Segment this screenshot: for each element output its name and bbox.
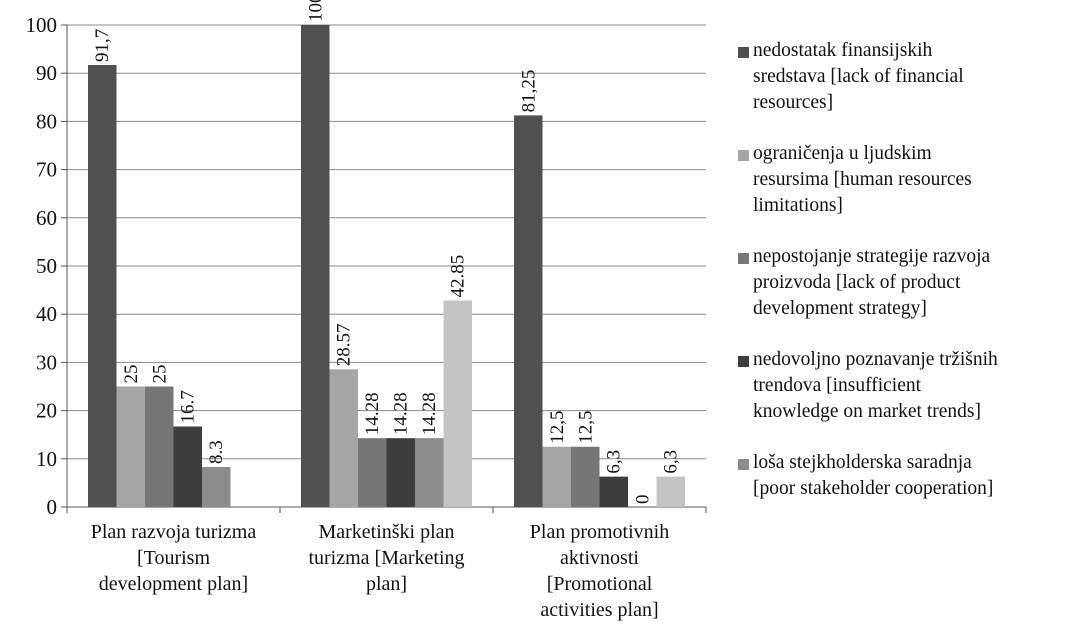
category-label-line: development plan] xyxy=(99,573,248,595)
legend: nedostatak finansijskih sredstava [lack o… xyxy=(738,38,1083,527)
legend-label-line: limitations] xyxy=(753,195,843,216)
data-label: 100 xyxy=(305,0,326,22)
legend-label-line: nedostatak finansijskih xyxy=(753,40,933,61)
legend-item: loša stejkholderska saradnja [poor stakeh… xyxy=(738,450,1083,502)
bar xyxy=(415,438,444,507)
legend-label-line: nepostojanje strategije razvoja xyxy=(753,246,991,267)
category-label-line: Plan razvoja turizma xyxy=(91,521,257,543)
y-tick-label: 90 xyxy=(36,61,57,85)
bar xyxy=(173,426,202,507)
category-label-line: Marketinški plan xyxy=(318,521,454,543)
legend-swatch xyxy=(738,253,749,264)
bar xyxy=(202,466,231,507)
category-label-line: turizma [Marketing xyxy=(308,547,464,569)
bar xyxy=(542,446,571,507)
legend-label-line: [poor stakeholder cooperation] xyxy=(753,478,994,499)
bar xyxy=(88,65,117,508)
y-tick-label: 80 xyxy=(36,109,57,133)
y-tick-label: 70 xyxy=(36,158,57,182)
bar xyxy=(329,369,358,507)
legend-label-line: resursima [human resources xyxy=(753,169,972,190)
category-label: Plan promotivnih aktivnosti [Promotional ac… xyxy=(530,521,669,621)
legend-label-line: proizvoda [lack of product xyxy=(753,272,961,293)
y-tick-label: 20 xyxy=(36,399,57,423)
legend-label-line: development strategy] xyxy=(753,298,927,319)
bar xyxy=(514,115,543,507)
data-label: 14.28 xyxy=(391,392,412,435)
data-label: 42.85 xyxy=(448,255,469,298)
legend-swatch xyxy=(738,150,749,161)
data-label: 81,25 xyxy=(518,70,539,113)
legend-item: ograničenja u ljudskim resursima [human r… xyxy=(738,141,1083,219)
category-label-line: plan] xyxy=(366,573,407,595)
y-tick-label: 50 xyxy=(36,254,57,278)
category-label: Marketinški plan turizma [Marketing plan] xyxy=(308,521,464,595)
legend-item: nedovoljno poznavanje tržišnih trendova [… xyxy=(738,347,1083,425)
bar xyxy=(571,446,600,507)
bar-chart: 0 10 20 30 40 50 60 70 80 90 100 91,7 100 81,25 25 28.5… xyxy=(26,0,707,621)
legend-swatch xyxy=(738,356,749,367)
y-tick-label: 40 xyxy=(36,302,57,326)
legend-label-line: loša stejkholderska saradnja xyxy=(753,452,972,473)
bar xyxy=(443,300,472,507)
y-tick-label: 100 xyxy=(26,13,58,37)
legend-label-line: knowledge on market trends] xyxy=(753,401,981,422)
bar xyxy=(358,438,387,507)
legend-item: nedostatak finansijskih sredstava [lack o… xyxy=(738,38,1083,116)
bar xyxy=(301,25,330,507)
legend-swatch xyxy=(738,47,749,58)
legend-label-line: nedovoljno poznavanje tržišnih xyxy=(753,349,998,370)
data-label: 25 xyxy=(121,365,142,384)
data-label: 12,5 xyxy=(547,411,568,444)
y-tick-label: 0 xyxy=(47,495,58,519)
data-label: 91,7 xyxy=(92,29,113,62)
data-label: 16.7 xyxy=(178,390,199,423)
legend-label-line: sredstava [lack of financial xyxy=(753,66,964,87)
category-label-line: Plan promotivnih xyxy=(530,521,669,543)
bar xyxy=(116,386,145,507)
legend-label-line: trendova [insufficient xyxy=(753,375,922,396)
bar xyxy=(145,386,174,507)
data-label: 14.28 xyxy=(419,392,440,435)
category-label-line: [Tourism xyxy=(137,547,210,569)
data-label: 0 xyxy=(632,495,653,505)
category-label-line: activities plan] xyxy=(540,599,658,621)
data-label: 14.28 xyxy=(362,392,383,435)
y-tick-label: 30 xyxy=(36,350,57,374)
bar xyxy=(656,476,685,507)
category-label: Plan razvoja turizma [Tourism development … xyxy=(91,521,257,595)
legend-label-line: ograničenja u ljudskim xyxy=(753,143,932,164)
data-label: 6,3 xyxy=(604,450,625,474)
category-label-line: aktivnosti xyxy=(560,547,639,569)
data-label: 25 xyxy=(149,365,170,384)
bar xyxy=(599,476,628,507)
legend-item: nepostojanje strategije razvoja proizvoda… xyxy=(738,244,1083,322)
legend-label-line: resources] xyxy=(753,92,834,113)
bar xyxy=(386,438,415,507)
y-tick-label: 10 xyxy=(36,447,57,471)
data-label: 6,3 xyxy=(661,450,682,474)
legend-swatch xyxy=(738,459,749,470)
y-tick-label: 60 xyxy=(36,206,57,230)
data-label: 8.3 xyxy=(206,440,227,464)
data-label: 12,5 xyxy=(575,411,596,444)
data-label: 28.57 xyxy=(334,324,355,367)
category-label-line: [Promotional xyxy=(547,573,653,595)
